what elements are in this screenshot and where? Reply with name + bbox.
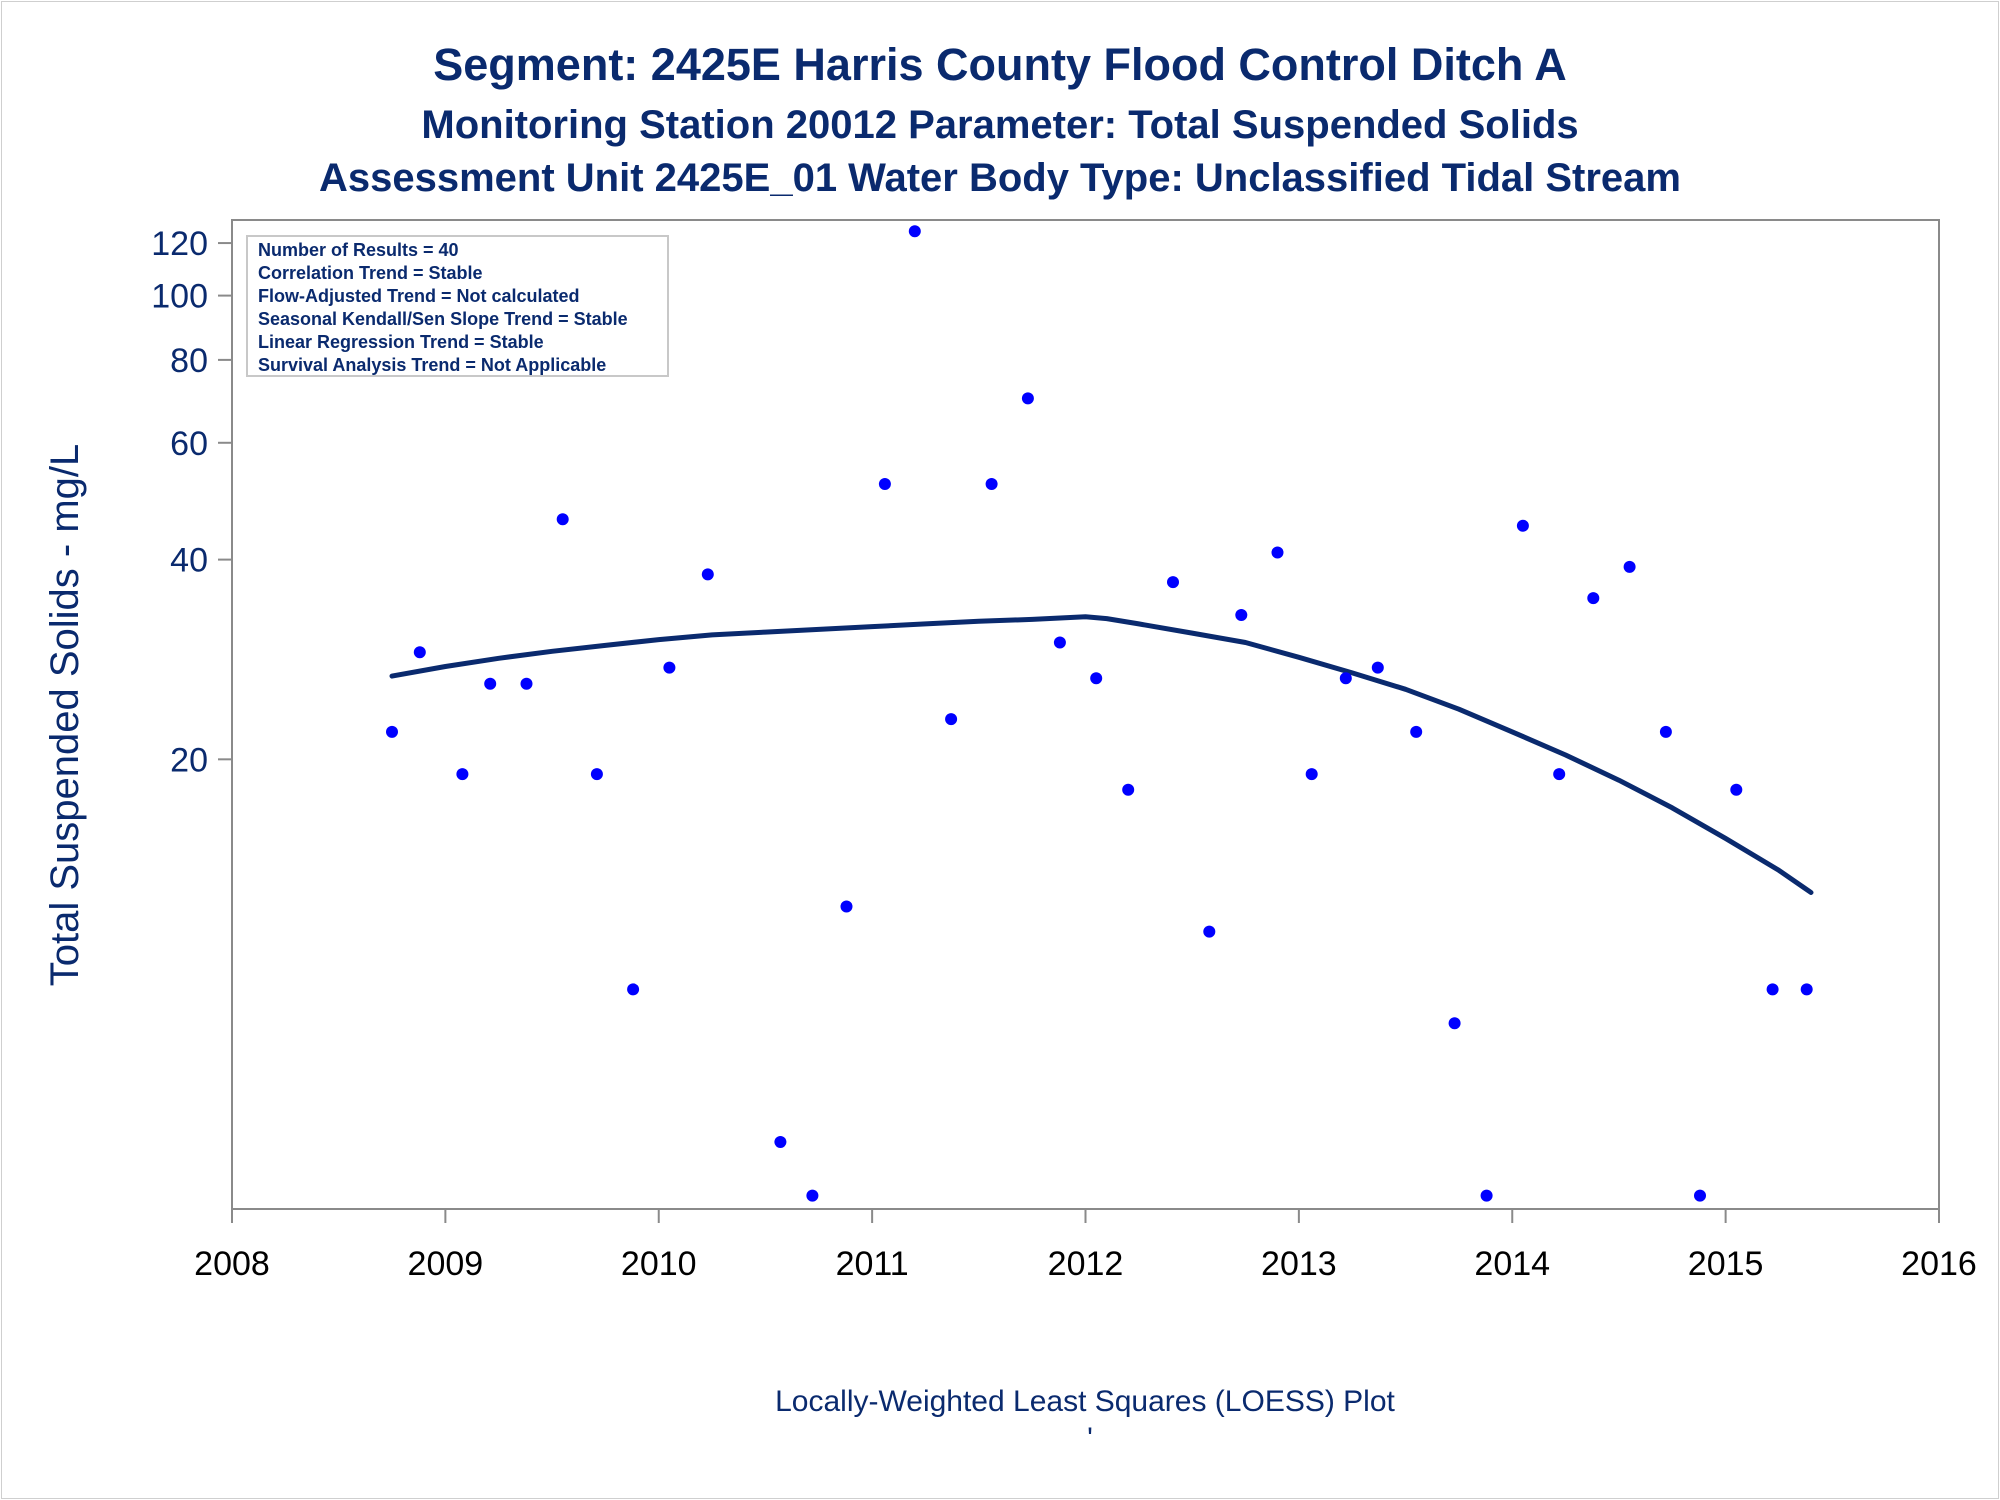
y-axis-ticks: 20 40 60 80 100 120	[151, 225, 232, 779]
loess-curve-group	[389, 614, 1814, 895]
data-point	[1623, 560, 1636, 573]
footnote-mark: '	[1087, 1422, 1093, 1455]
y-tick-label: 80	[170, 342, 208, 380]
stats-box: Number of Results = 40 Correlation Trend …	[246, 235, 669, 377]
y-tick-label: 40	[170, 542, 208, 580]
data-point	[1448, 1017, 1461, 1030]
loess-plot-note: Locally-Weighted Least Squares (LOESS) P…	[775, 1385, 1395, 1418]
y-axis-label: Total Suspended Solids - mg/L	[43, 444, 87, 987]
chart-subtitle: Monitoring Station 20012 Parameter: Tota…	[421, 103, 1578, 147]
data-point	[908, 225, 921, 238]
y-tick-label: 100	[151, 278, 208, 316]
data-point	[774, 1136, 787, 1148]
data-point	[1305, 768, 1318, 781]
data-point	[1800, 983, 1813, 996]
data-point	[1553, 768, 1566, 781]
chart-subtitle-2: Assessment Unit 2425E_01 Water Body Type…	[319, 156, 1681, 200]
data-point	[1021, 392, 1034, 405]
stats-line: Correlation Trend = Stable	[258, 263, 483, 283]
data-point	[840, 900, 853, 913]
chart-title: Segment: 2425E Harris County Flood Contr…	[433, 39, 1566, 90]
data-point	[806, 1189, 819, 1202]
data-point	[1587, 592, 1600, 605]
data-point	[1235, 609, 1248, 621]
data-points-group	[386, 225, 1813, 1202]
stats-line: Linear Regression Trend = Stable	[258, 332, 544, 352]
data-point	[520, 677, 533, 690]
data-point	[413, 646, 426, 659]
data-point	[878, 478, 891, 490]
data-point	[1480, 1189, 1493, 1202]
data-point	[1339, 672, 1352, 685]
x-tick-label: 2009	[408, 1245, 484, 1283]
stats-line: Number of Results = 40	[258, 240, 459, 260]
data-point	[701, 568, 714, 581]
x-tick-label: 2011	[836, 1245, 909, 1283]
x-tick-label: 2015	[1688, 1245, 1764, 1283]
stats-line: Seasonal Kendall/Sen Slope Trend = Stabl…	[258, 309, 628, 329]
data-point	[1122, 783, 1135, 796]
data-point	[1694, 1189, 1706, 1202]
x-tick-label: 2008	[194, 1245, 270, 1283]
data-point	[1516, 519, 1529, 532]
loess-curve	[389, 614, 1814, 895]
data-point	[1730, 783, 1743, 796]
x-tick-label: 2016	[1901, 1245, 1977, 1283]
data-point	[1167, 576, 1179, 589]
stats-box-border	[246, 235, 669, 377]
y-tick-label: 120	[151, 225, 208, 263]
data-point	[590, 768, 603, 781]
x-axis-ticks: 2008 2009 2010 2011 2012 2013 2014 2015 2016	[194, 1209, 1977, 1283]
data-point	[663, 661, 676, 674]
data-point	[386, 725, 398, 738]
data-point	[1766, 983, 1779, 996]
stats-line: Flow-Adjusted Trend = Not calculated	[258, 286, 580, 306]
data-point	[556, 513, 569, 526]
data-point	[1203, 925, 1216, 938]
data-point	[627, 983, 640, 996]
data-point	[985, 478, 998, 490]
data-point	[484, 677, 497, 690]
x-tick-label: 2012	[1048, 1245, 1124, 1283]
data-point	[945, 713, 958, 726]
data-point	[1271, 546, 1284, 559]
y-tick-label: 20	[170, 741, 208, 779]
x-tick-label: 2010	[621, 1245, 697, 1283]
data-point	[1410, 725, 1423, 738]
data-point	[1659, 725, 1672, 738]
data-point	[1090, 672, 1103, 685]
data-point	[1371, 661, 1384, 674]
data-point	[456, 768, 469, 781]
x-tick-label: 2014	[1474, 1245, 1550, 1283]
y-tick-label: 60	[170, 425, 208, 463]
x-tick-label: 2013	[1261, 1245, 1337, 1283]
stats-line: Survival Analysis Trend = Not Applicable	[258, 355, 606, 375]
data-point	[1053, 636, 1066, 649]
